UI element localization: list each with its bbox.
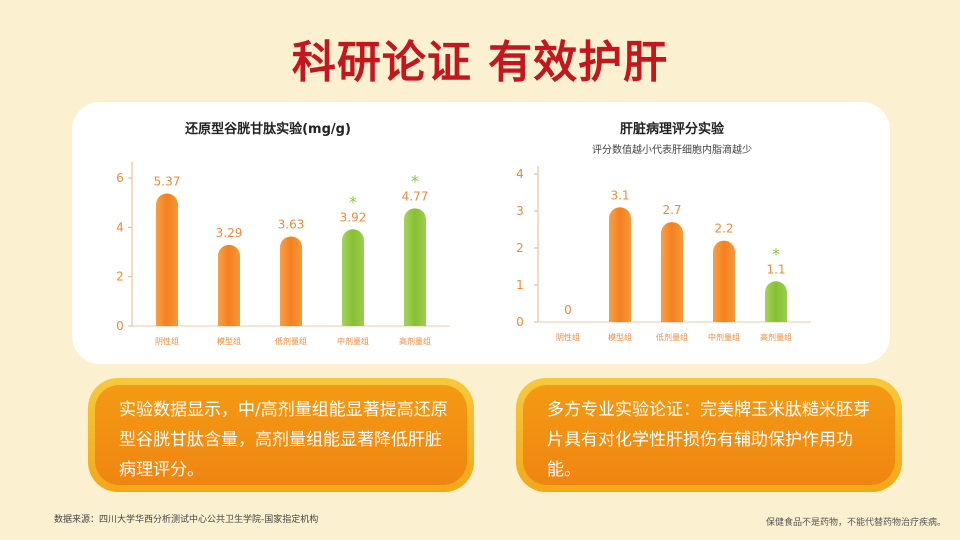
- y-tick-label: 1: [516, 278, 524, 292]
- significance-marker: *: [349, 192, 357, 211]
- charts-canvas: 还原型谷胱甘肽实验(mg/g) 0 2 4 6 5.37 阴性组 3.29 模型组 3.63 低剂量…: [116, 121, 811, 346]
- chart-subtitle: 评分数值越小代表肝细胞内脂滴越少: [592, 143, 752, 156]
- category-label: 阴性组: [556, 332, 580, 342]
- y-tick-label: 0: [516, 315, 524, 329]
- data-label: 4.77: [402, 189, 429, 203]
- glutathione-chart: 还原型谷胱甘肽实验(mg/g) 0 2 4 6 5.37 阴性组 3.29 模型组 3.63 低剂量…: [116, 121, 450, 346]
- y-tick-label: 4: [116, 220, 124, 234]
- category-label: 中剂量组: [337, 336, 369, 346]
- significance-marker: *: [411, 171, 419, 190]
- chart-title: 还原型谷胱甘肽实验(mg/g): [184, 121, 351, 137]
- bar: [765, 281, 787, 322]
- bar: [609, 207, 631, 322]
- category-label: 中剂量组: [708, 332, 740, 342]
- y-tick-label: 3: [516, 204, 524, 218]
- significance-marker: *: [772, 244, 780, 263]
- y-tick-label: 2: [516, 241, 524, 255]
- y-tick-label: 0: [116, 319, 124, 333]
- chart-title: 肝脏病理评分实验: [620, 121, 725, 137]
- disclaimer-note: 保健食品不是药物，不能代替药物治疗疾病。: [765, 518, 946, 528]
- data-label: 2.2: [714, 222, 733, 236]
- category-label: 阴性组: [155, 336, 179, 346]
- bar: [342, 229, 364, 326]
- y-tick-label: 2: [116, 270, 124, 284]
- category-label: 低剂量组: [275, 336, 307, 346]
- conclusion-box-left: 实验数据显示，中/高剂量组能显著提高还原型谷胱甘肽含量，高剂量组能显著降低肝脏病…: [88, 378, 474, 492]
- category-label: 高剂量组: [760, 332, 792, 342]
- data-label: 2.7: [662, 203, 681, 217]
- data-label: 3.92: [340, 210, 367, 224]
- data-label: 1.1: [766, 262, 785, 276]
- bar: [404, 208, 426, 326]
- category-label: 模型组: [217, 336, 241, 346]
- category-label: 低剂量组: [656, 332, 688, 342]
- charts-panel: 还原型谷胱甘肽实验(mg/g) 0 2 4 6 5.37 阴性组 3.29 模型组 3.63 低剂量…: [72, 102, 890, 364]
- data-label: 0: [564, 303, 572, 317]
- data-label: 5.37: [154, 175, 181, 189]
- bar: [280, 236, 302, 326]
- category-label: 高剂量组: [399, 336, 431, 346]
- y-tick-label: 6: [116, 171, 124, 185]
- conclusion-box-right: 多方专业实验论证：完美牌玉米肽糙米胚芽片具有对化学性肝损伤有辅助保护作用功能。: [516, 378, 902, 492]
- y-tick-label: 4: [516, 167, 524, 181]
- data-label: 3.1: [610, 188, 629, 202]
- data-label: 3.63: [278, 217, 305, 231]
- bar: [661, 222, 683, 322]
- data-source-note: 数据来源：四川大学华西分析测试中心公共卫生学院-国家指定机构: [54, 515, 319, 525]
- bar: [713, 240, 735, 322]
- data-label: 3.29: [216, 226, 243, 240]
- conclusion-text-right: 多方专业实验论证：完美牌玉米肽糙米胚芽片具有对化学性肝损伤有辅助保护作用功能。: [523, 385, 895, 485]
- conclusion-text-left: 实验数据显示，中/高剂量组能显著提高还原型谷胱甘肽含量，高剂量组能显著降低肝脏病…: [95, 385, 467, 485]
- bar: [156, 193, 178, 326]
- bar: [218, 244, 240, 326]
- category-label: 模型组: [608, 332, 632, 342]
- page-title: 科研论证 有效护肝: [291, 37, 669, 88]
